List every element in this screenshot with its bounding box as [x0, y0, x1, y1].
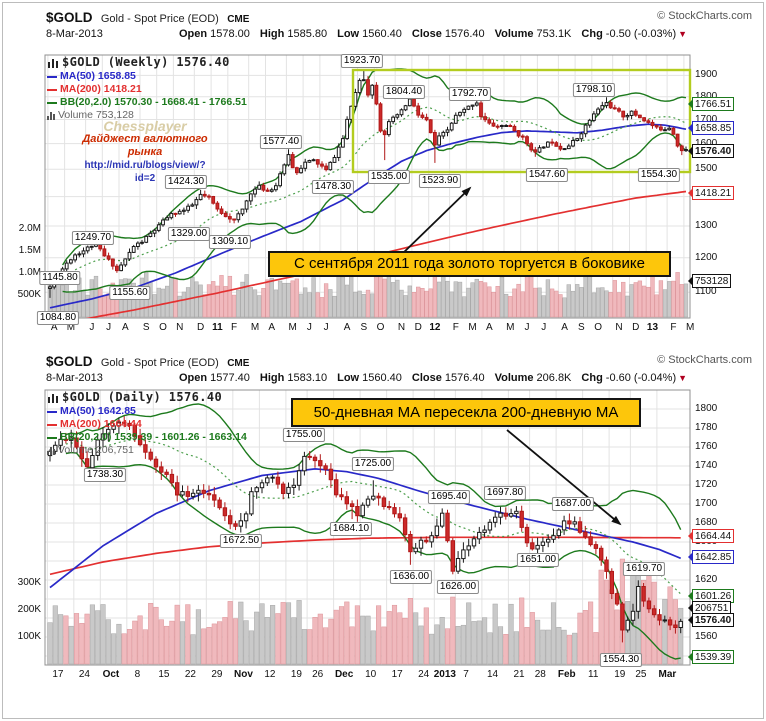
legend-volume: Volume 753,128	[47, 109, 247, 122]
ma50-line-swatch	[47, 410, 57, 413]
watermark: Chessplayer Дайджест валютного рынка htt…	[75, 118, 215, 185]
quote-volume: Volume 753.1K	[494, 28, 572, 40]
quote-date: 8-Mar-2013	[46, 28, 103, 40]
chg-down-icon: ▼	[678, 373, 688, 383]
quote-low: Low 1560.40	[337, 28, 402, 40]
legend-title-row: $GOLD (Daily) 1576.40	[47, 391, 247, 404]
header-line1: $GOLD Gold - Spot Price (EOD) CME © Stoc…	[46, 10, 752, 25]
legend-bb: BB(20,2.0) 1539.39 - 1601.26 - 1663.14	[47, 431, 247, 444]
symbol-label: $GOLD	[46, 10, 93, 25]
quote-low: Low 1560.40	[337, 372, 402, 384]
quote-open: Open 1578.00	[179, 28, 250, 40]
daily-chart-header: $GOLD Gold - Spot Price (EOD) CME © Stoc…	[46, 354, 752, 384]
sharpchart-icon	[48, 393, 58, 403]
daily-legend: $GOLD (Daily) 1576.40 MA(50) 1642.85 MA(…	[47, 391, 247, 457]
ma200-line-swatch	[47, 88, 57, 91]
symbol-label: $GOLD	[46, 354, 93, 369]
exchange-label: CME	[227, 14, 250, 25]
sharpchart-icon	[48, 58, 58, 68]
watermark-url-link[interactable]: http://mid.ru/blogs/view/?id=2	[84, 160, 206, 184]
quote-chg: Chg -0.50 (-0.03%) ▼	[581, 28, 688, 40]
watermark-name: Chessplayer	[103, 118, 187, 134]
legend-title: $GOLD (Daily) 1576.40	[62, 390, 223, 404]
stockcharts-credit-link[interactable]: © StockCharts.com	[657, 354, 752, 366]
quote-chg: Chg -0.60 (-0.04%) ▼	[581, 372, 688, 384]
legend-bb: BB(20,2.0) 1570.30 - 1668.41 - 1766.51	[47, 96, 247, 109]
legend-title: $GOLD (Weekly) 1576.40	[62, 55, 230, 69]
quote-high: High 1585.80	[259, 28, 328, 40]
quote-line: 8-Mar-2013 Open 1578.00 High 1585.80 Low 15…	[46, 28, 752, 40]
symbol-description: Gold - Spot Price (EOD)	[100, 13, 219, 25]
ma200-line-swatch	[47, 423, 57, 426]
legend-ma200: MA(200) 1664.44	[47, 418, 247, 431]
exchange-label: CME	[227, 358, 250, 369]
bb-line-swatch	[47, 436, 57, 439]
weekly-chart-header: $GOLD Gold - Spot Price (EOD) CME © Stoc…	[46, 10, 752, 40]
legend-title-row: $GOLD (Weekly) 1576.40	[47, 56, 247, 69]
legend-volume: Volume 206,751	[47, 444, 247, 457]
volume-bars-icon	[47, 111, 55, 120]
watermark-subtitle: Дайджест валютного рынка	[82, 133, 208, 158]
quote-volume: Volume 206.8K	[494, 372, 572, 384]
quote-close: Close 1576.40	[411, 28, 485, 40]
quote-open: Open 1577.40	[179, 372, 250, 384]
quote-line: 8-Mar-2013 Open 1577.40 High 1583.10 Low 15…	[46, 372, 752, 384]
bb-line-swatch	[47, 101, 57, 104]
legend-ma200: MA(200) 1418.21	[47, 83, 247, 96]
symbol-description: Gold - Spot Price (EOD)	[100, 357, 219, 369]
volume-bars-icon	[47, 446, 55, 455]
quote-date: 8-Mar-2013	[46, 372, 103, 384]
quote-close: Close 1576.40	[411, 372, 485, 384]
header-line1: $GOLD Gold - Spot Price (EOD) CME © Stoc…	[46, 354, 752, 369]
legend-ma50: MA(50) 1658.85	[47, 70, 247, 83]
ma50-line-swatch	[47, 75, 57, 78]
stockcharts-credit-link[interactable]: © StockCharts.com	[657, 10, 752, 22]
ma-cross-callout: 50-дневная МА пересекла 200-дневную МА	[291, 398, 641, 427]
sideways-callout: С сентября 2011 года золото торгуется в …	[268, 251, 671, 277]
weekly-legend: $GOLD (Weekly) 1576.40 MA(50) 1658.85 MA…	[47, 56, 247, 122]
legend-ma50: MA(50) 1642.85	[47, 405, 247, 418]
chg-down-icon: ▼	[678, 29, 688, 39]
quote-high: High 1583.10	[259, 372, 328, 384]
